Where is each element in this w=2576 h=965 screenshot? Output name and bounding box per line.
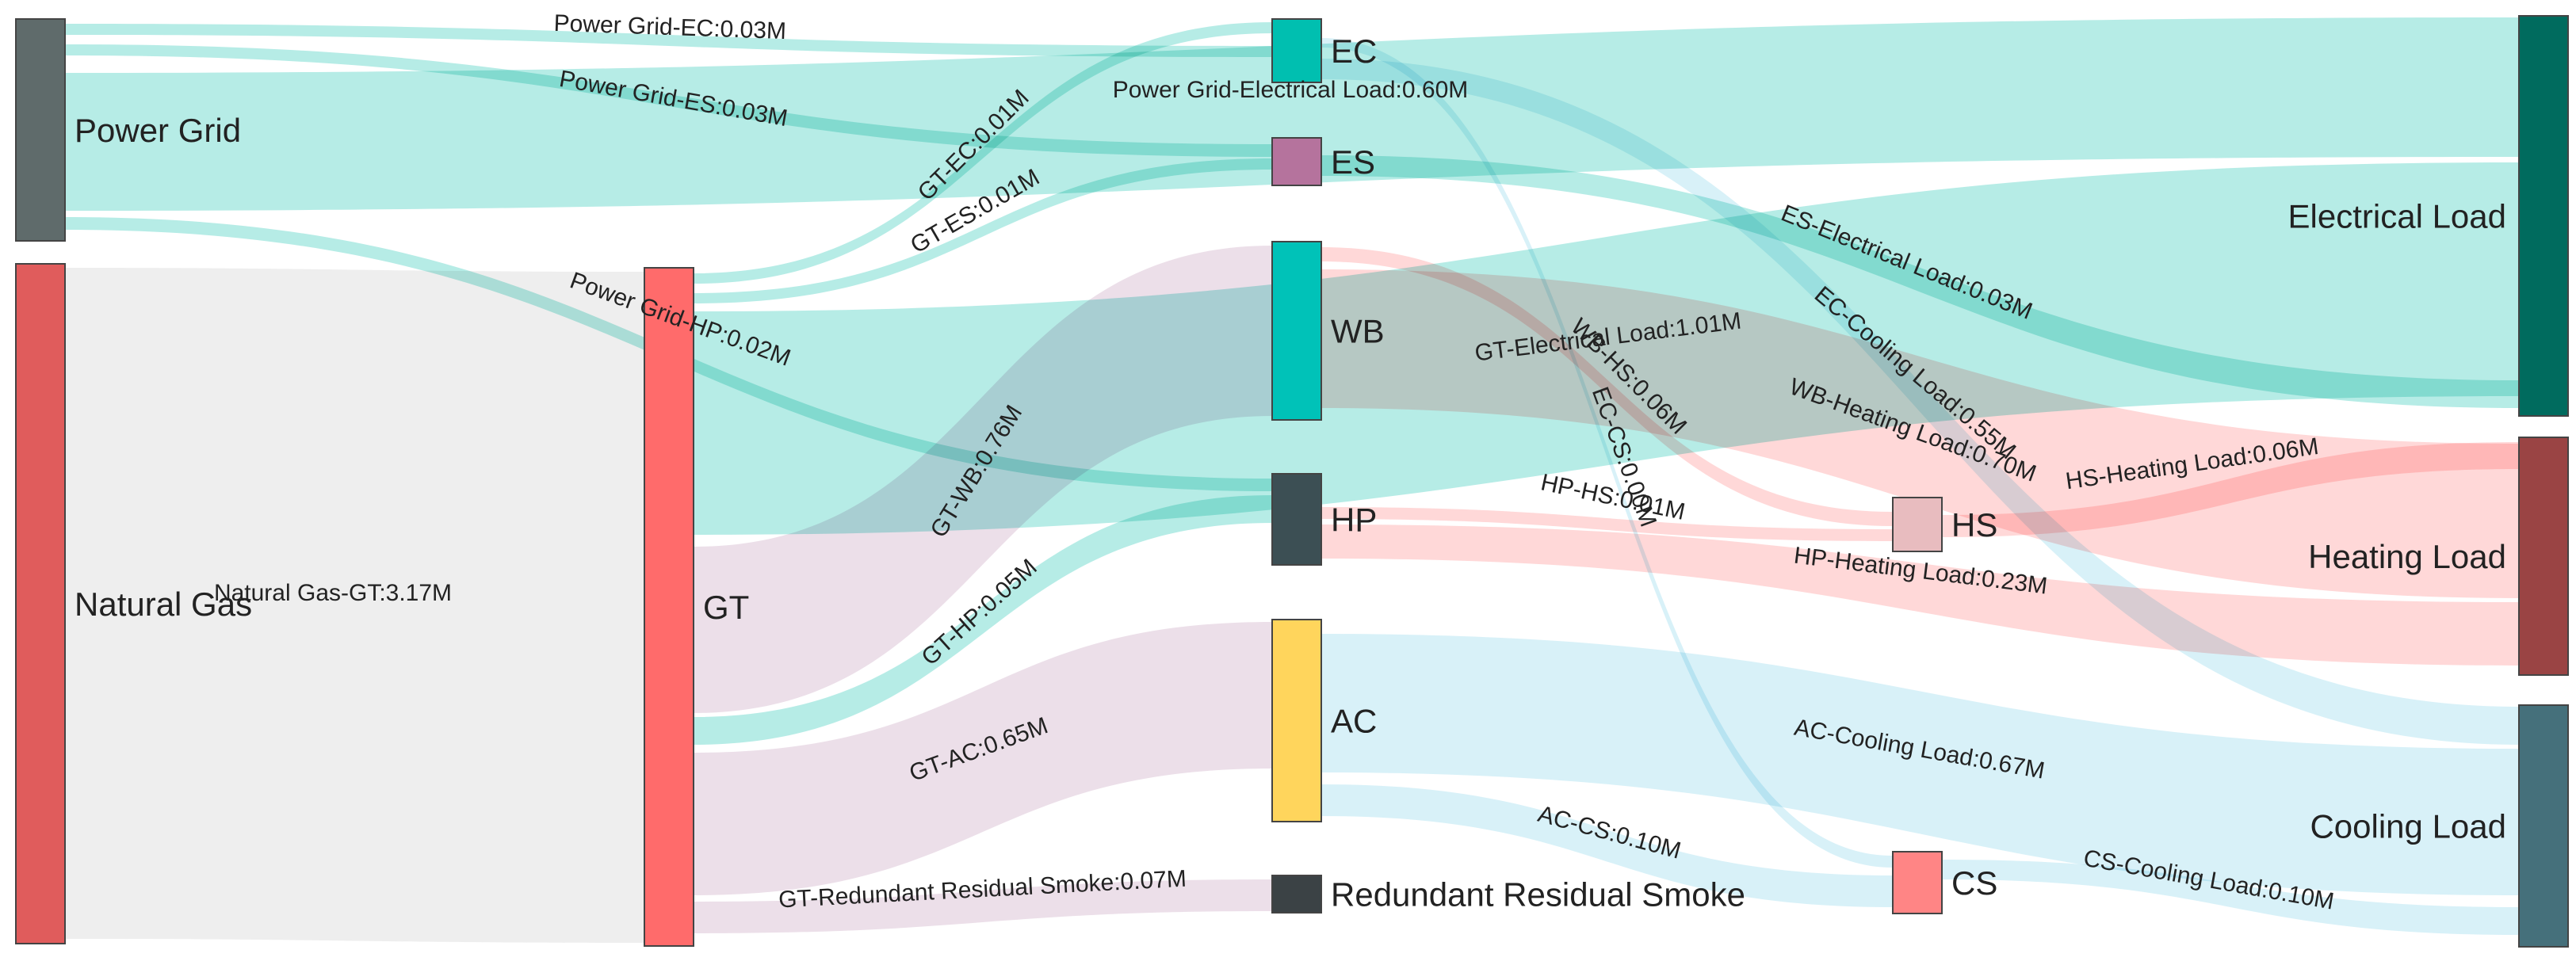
link-ac-cs[interactable] [1321, 784, 1893, 907]
node-cs[interactable] [1892, 851, 1943, 914]
link-gt-es[interactable] [694, 158, 1272, 303]
node-el[interactable] [2518, 15, 2569, 417]
node-label-hs: HS [1951, 506, 1997, 544]
node-label-rrs: Redundant Residual Smoke [1331, 876, 1745, 914]
node-label-cs: CS [1951, 864, 1997, 902]
link-es-el[interactable] [1321, 155, 2519, 408]
node-label-natural_gas: Natural Gas [75, 585, 252, 623]
link-gt-rrs[interactable] [694, 879, 1272, 933]
node-hp[interactable] [1271, 473, 1322, 566]
link-natural_gas-gt[interactable] [65, 268, 644, 943]
node-label-power_grid: Power Grid [75, 112, 241, 149]
link-cs-cl[interactable] [1942, 860, 2519, 935]
link-ec-cs[interactable] [1321, 38, 1893, 868]
node-labels-layer: Power Grid Natural Gas GT EC ES WB HP AC Redunda… [75, 32, 2506, 914]
nodes-layer [15, 15, 2569, 948]
link-gt-ec[interactable] [694, 22, 1272, 284]
node-label-ec: EC [1331, 32, 1377, 70]
node-natural_gas[interactable] [15, 263, 66, 944]
link-gt-hp[interactable] [694, 495, 1272, 745]
link-wb-hl[interactable] [1321, 269, 2519, 598]
link-label-natural_gas-gt: Natural Gas-GT:3.17M [214, 580, 452, 606]
node-es[interactable] [1271, 137, 1322, 186]
node-gt[interactable] [644, 267, 694, 947]
node-label-el: Electrical Load [2288, 198, 2506, 235]
links-layer [65, 17, 2519, 943]
node-label-hl: Heating Load [2308, 538, 2506, 575]
node-label-hp: HP [1331, 502, 1377, 539]
node-label-wb: WB [1331, 313, 1385, 350]
node-label-ac: AC [1331, 703, 1377, 740]
link-power_grid-ec[interactable] [65, 24, 1272, 57]
node-wb[interactable] [1271, 241, 1322, 421]
link-power_grid-el[interactable] [65, 17, 2519, 211]
link-label-power_grid-el: Power Grid-Electrical Load:0.60M [1113, 77, 1469, 103]
link-hp-hl[interactable] [1321, 524, 2519, 666]
link-gt-wb[interactable] [694, 246, 1272, 713]
node-ec[interactable] [1271, 18, 1322, 83]
node-power_grid[interactable] [15, 18, 66, 242]
link-ac-cl[interactable] [1321, 634, 2519, 895]
node-cl[interactable] [2518, 704, 2569, 948]
node-rrs[interactable] [1271, 875, 1322, 914]
link-hp-hs[interactable] [1321, 507, 1893, 541]
node-label-es: ES [1331, 143, 1375, 181]
link-hs-hl[interactable] [1942, 442, 2519, 537]
link-gt-ac[interactable] [694, 622, 1272, 895]
node-label-cl: Cooling Load [2310, 808, 2506, 845]
node-hl[interactable] [2518, 437, 2569, 676]
node-ac[interactable] [1271, 619, 1322, 822]
node-label-gt: GT [703, 589, 749, 626]
node-hs[interactable] [1892, 497, 1943, 552]
